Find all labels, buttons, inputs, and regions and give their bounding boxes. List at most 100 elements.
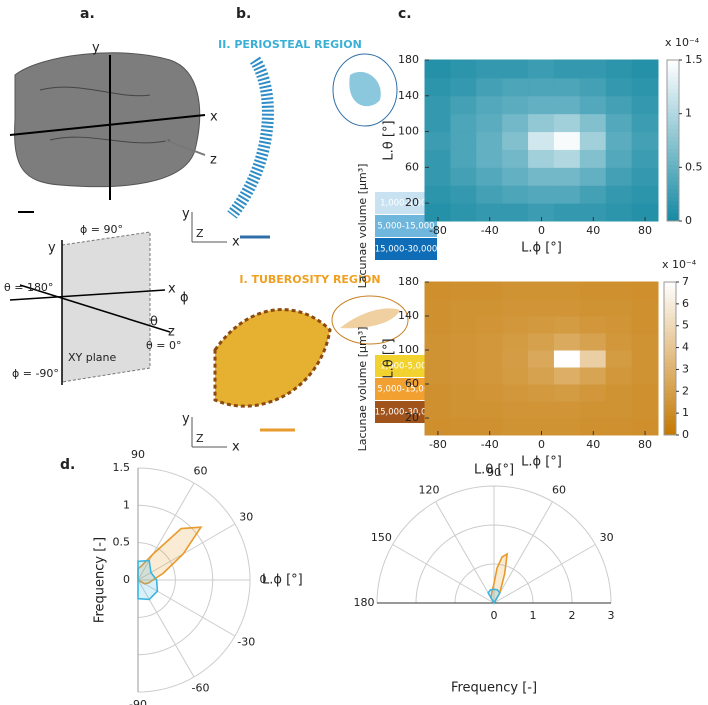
heatmap-cell [502, 332, 530, 351]
diagram-label: ϕ [180, 291, 189, 306]
legend-swatch [375, 238, 437, 260]
heatmap-cell [631, 383, 659, 402]
colorbar-tick-label: 3 [682, 362, 689, 375]
colorbar-tick-label: 0 [685, 214, 692, 227]
heatmap-cell [450, 332, 478, 351]
heatmap-cell [631, 166, 659, 186]
x-tick-label: 40 [586, 438, 600, 451]
heatmap-cell [450, 184, 478, 204]
colorbar-tick-label: 1 [682, 406, 689, 419]
heatmap-cell [476, 77, 504, 97]
heatmap-cell [476, 349, 504, 368]
colorbar-step [667, 112, 679, 117]
colorbar-tick-label: 2 [682, 384, 689, 397]
tuberosity-cloud [213, 308, 332, 408]
heatmap-cell [528, 349, 555, 368]
y-tick-label: 100 [398, 125, 419, 138]
colorbar-step [667, 152, 679, 158]
colorbar-step [664, 381, 676, 386]
heatmap-cell [528, 298, 555, 317]
r-tick-label: 1.5 [113, 461, 131, 474]
colorbar-step [664, 419, 676, 425]
heatmap-cell [528, 383, 555, 402]
colorbar-step [667, 96, 679, 101]
colorbar-step [667, 172, 679, 178]
colorbar-step [667, 212, 679, 218]
heatmap-cell [502, 95, 530, 115]
colorbar-step [667, 128, 679, 133]
colorbar-step [664, 347, 676, 352]
heatmap-cell [553, 349, 581, 368]
colorbar-step [667, 188, 679, 194]
region-title: II. PERIOSTEAL REGION [218, 38, 362, 51]
heatmap-cell [424, 113, 452, 133]
colorbar-step [667, 160, 679, 166]
diagram-label: x [168, 282, 176, 297]
heatmap-cell [553, 383, 581, 402]
colorbar-step [664, 354, 676, 359]
colorbar-step [664, 304, 676, 310]
colorbar-step [667, 68, 679, 73]
heatmap-cell [450, 383, 478, 402]
colorbar-step [667, 164, 679, 170]
heatmap-cell [450, 131, 478, 150]
heatmap-cell [631, 366, 659, 385]
r-tick-label: 3 [608, 609, 615, 622]
heatmap-cell [579, 281, 607, 300]
colorbar-step [664, 285, 676, 291]
theta-tick-label: 180 [354, 596, 375, 609]
colorbar-step [667, 100, 679, 105]
legend-entry: 1,000-5,000 [380, 362, 432, 372]
heatmap-cell [502, 417, 530, 436]
theta-tick-label: -90 [129, 698, 147, 705]
heatmap-cell [579, 131, 607, 150]
diagram-label: θ [150, 315, 158, 330]
heatmap-cell [528, 400, 555, 419]
heatmap-cell [424, 148, 452, 168]
heatmap-cell [553, 131, 581, 150]
heatmap-cell [553, 184, 581, 204]
colorbar-step [664, 320, 676, 325]
heatmap-cell [605, 315, 633, 334]
colorbar-step [667, 60, 679, 65]
heatmap-cell [631, 281, 659, 300]
heatmap-cell [528, 166, 555, 186]
heatmap-cell [450, 366, 478, 385]
heatmap-cell [553, 298, 581, 317]
colorbar-step [667, 184, 679, 190]
y-tick-label: 180 [398, 275, 419, 288]
heatmap-cell [502, 349, 530, 368]
colorbar-step [667, 144, 679, 150]
theta-tick-label: 90 [487, 466, 501, 479]
heatmap-cell [450, 59, 478, 79]
heatmap-cell [424, 166, 452, 186]
panel-label: b. [236, 6, 251, 22]
heatmap-cell [502, 166, 530, 186]
heatmap-cell [476, 184, 504, 204]
heatmap-cell [476, 166, 504, 186]
legend-swatch [375, 378, 437, 400]
colorbar-tick-label: 0.5 [685, 160, 703, 173]
heatmap-cell [502, 113, 530, 133]
colorbar-step [667, 200, 679, 206]
heatmap-cell [450, 113, 478, 133]
heatmap-cell [528, 95, 555, 115]
heatmap-cell [553, 77, 581, 97]
colorbar-step [664, 408, 676, 413]
colorbar-step [667, 88, 679, 93]
legend-title: Lacunae volume [µm³] [356, 164, 369, 289]
x-tick-label: -80 [429, 224, 447, 237]
colorbar-step [667, 124, 679, 129]
heatmap-cell [450, 202, 478, 222]
diagram-label: XY plane [68, 351, 117, 364]
heatmap-cell [502, 59, 530, 79]
heatmap-cell [553, 332, 581, 351]
heatmap-cell [476, 281, 504, 300]
colorbar-step [664, 350, 676, 356]
heatmap-cell [631, 77, 659, 97]
heatmap-cell [450, 315, 478, 334]
heatmap-cell [528, 366, 555, 385]
theta-tick-label: 30 [239, 511, 253, 524]
grid-spoke [137, 579, 236, 637]
heatmap-cell [528, 315, 555, 334]
